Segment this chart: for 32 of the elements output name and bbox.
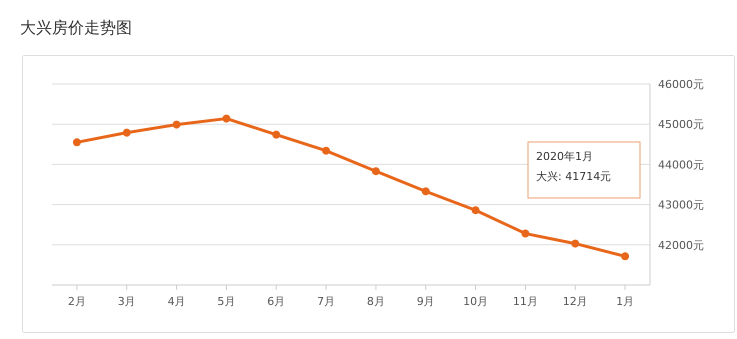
- point: [222, 114, 230, 123]
- point: [621, 252, 630, 260]
- point: [372, 167, 380, 176]
- x-tick-label: 5月: [217, 295, 236, 308]
- point: [272, 130, 280, 139]
- point: [571, 240, 580, 248]
- x-tick-label: 2月: [68, 295, 86, 308]
- point: [122, 128, 131, 137]
- x-tick-label: 1月: [616, 295, 634, 308]
- x-tick-label: 4月: [168, 295, 186, 308]
- y-tick-label: 45000元: [658, 118, 704, 132]
- point: [172, 120, 181, 129]
- y-tick-label: 42000元: [658, 238, 704, 252]
- x-tick-label: 8月: [366, 295, 385, 308]
- x-tick-label: 9月: [416, 295, 435, 308]
- y-tick-label: 43000元: [658, 198, 704, 212]
- annotation: 大兴: 41714元: [536, 170, 612, 183]
- x-tick-label: 11月: [512, 295, 538, 308]
- y-tick-label: 44000元: [658, 158, 704, 172]
- point: [422, 187, 430, 196]
- x-tick-label: 6月: [267, 295, 286, 308]
- x-tick-label: 3月: [118, 295, 136, 308]
- point: [472, 206, 480, 214]
- point: [322, 146, 330, 155]
- chart-title: 大兴房价走势图: [20, 18, 132, 37]
- x-tick-label: 7月: [317, 295, 336, 308]
- x-tick-label: 12月: [562, 295, 588, 308]
- point: [521, 230, 530, 238]
- point: [72, 138, 81, 146]
- x-tick-label: 10月: [463, 295, 488, 308]
- annotation: 2020年1月: [536, 150, 593, 163]
- y-tick-label: 46000元: [658, 78, 704, 91]
